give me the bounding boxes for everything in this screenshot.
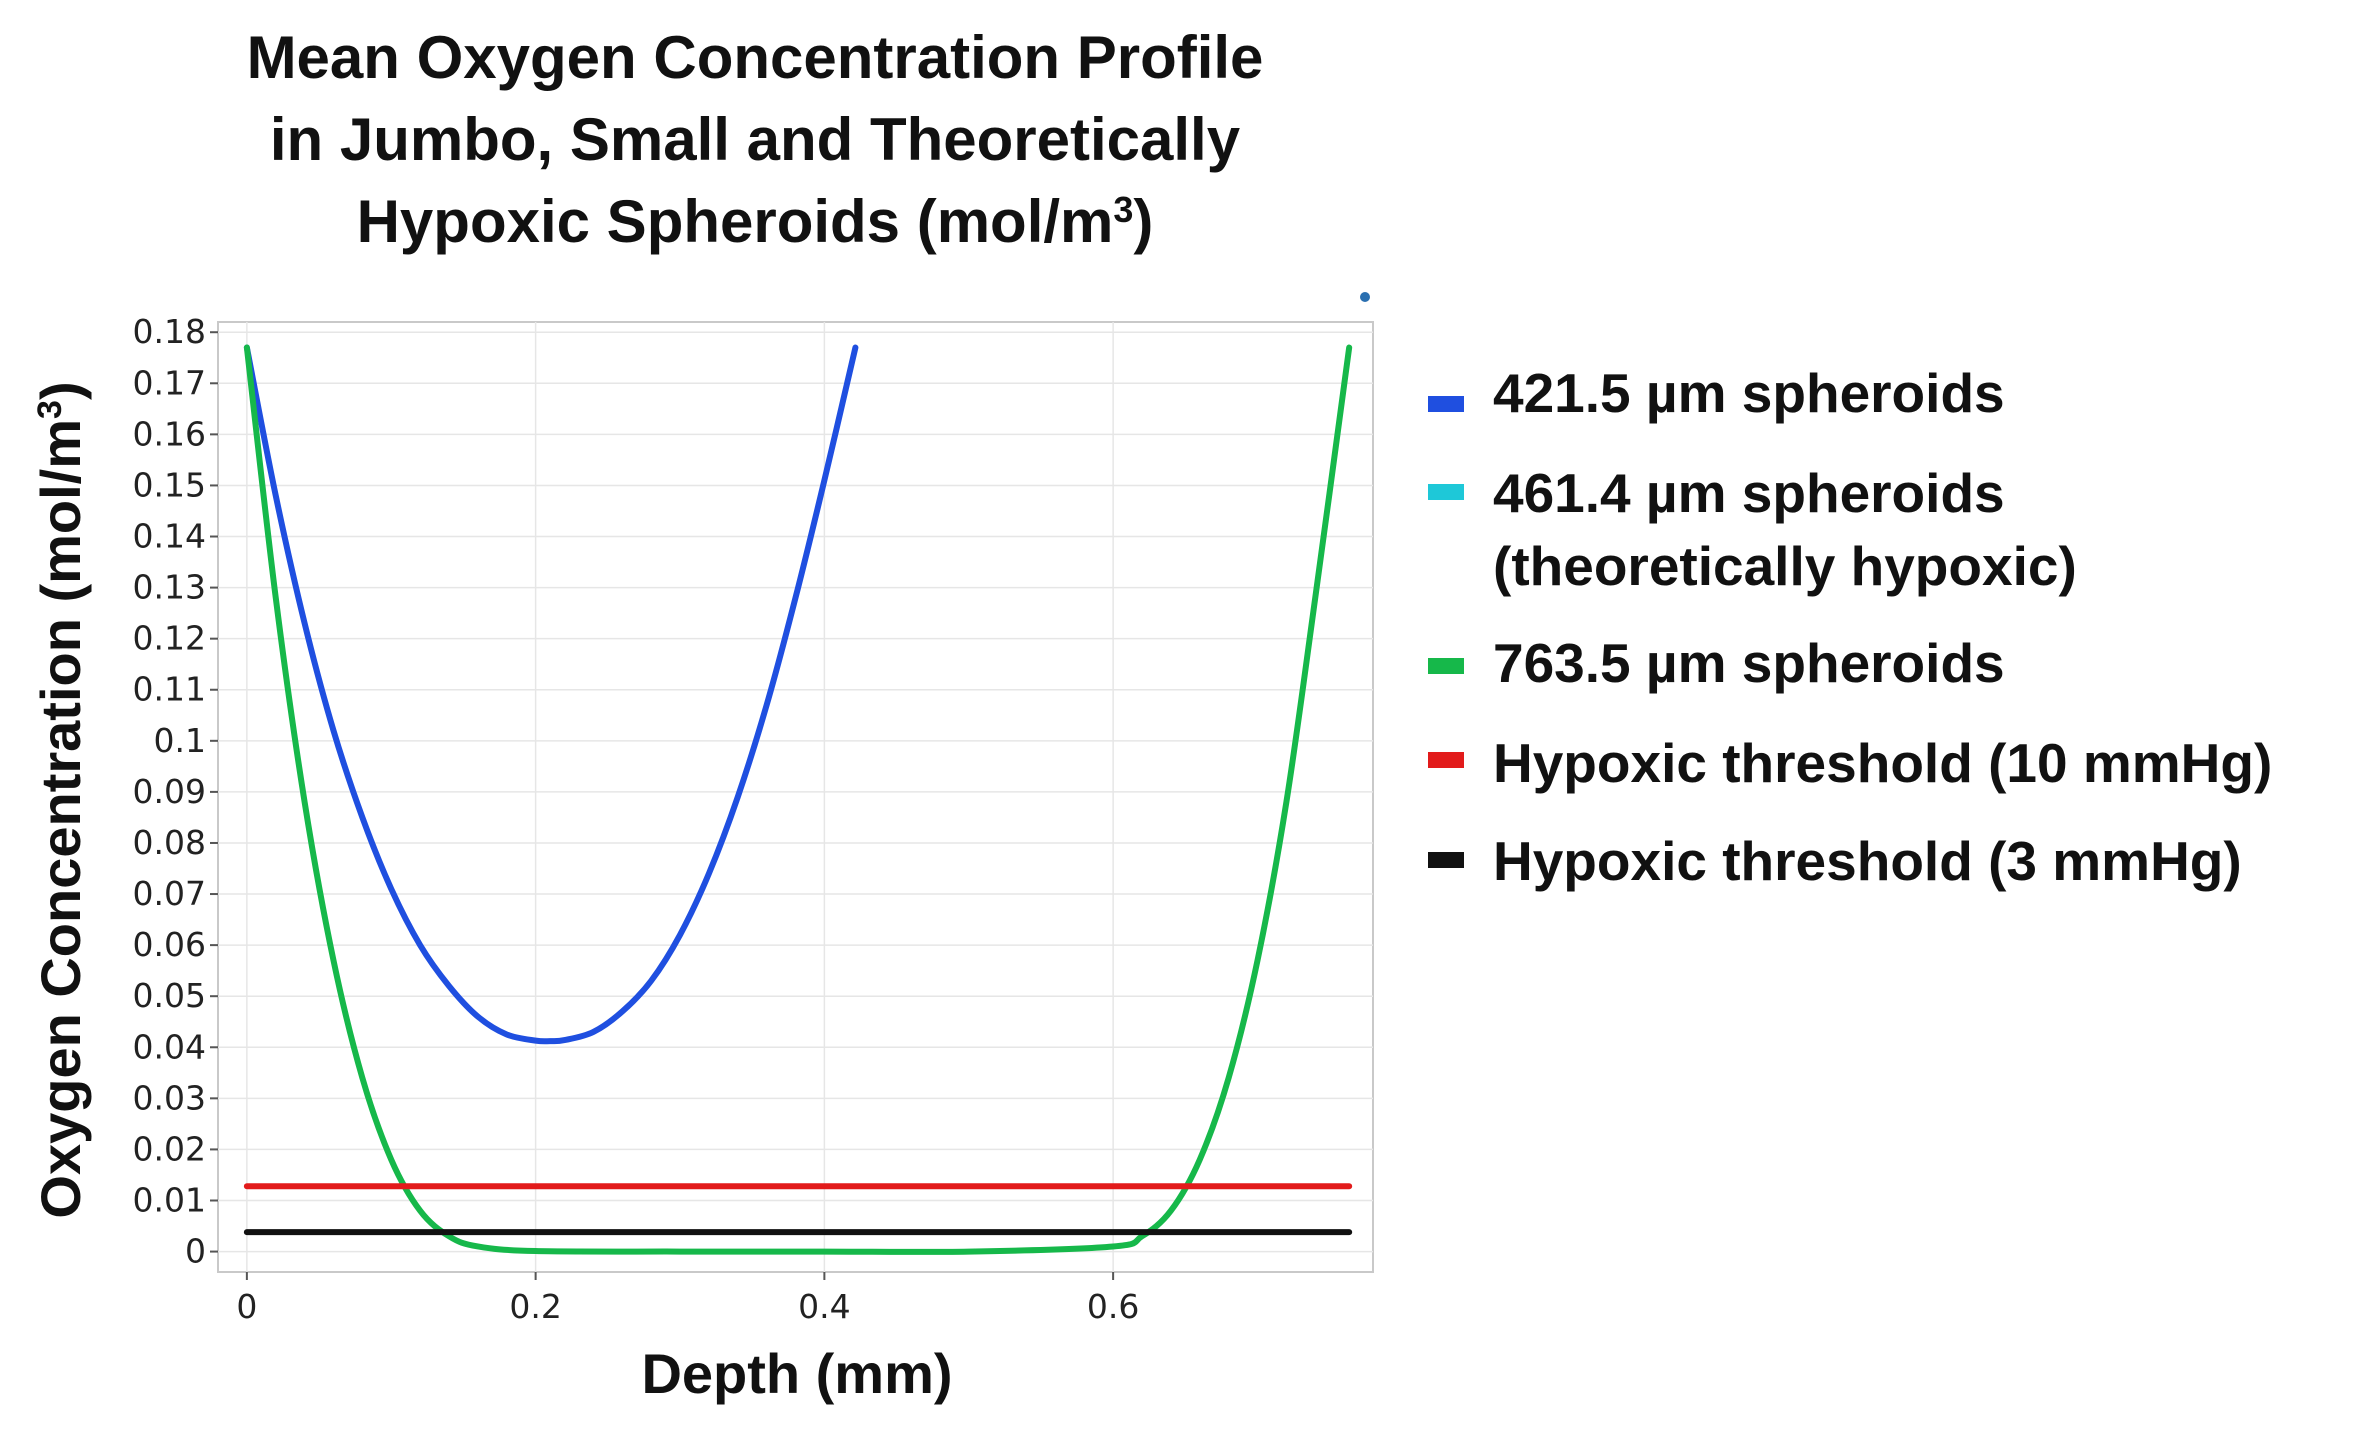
legend-swatch-421: [1428, 396, 1464, 412]
chart-title-line-3: Hypoxic Spheroids (mol/m3): [357, 188, 1154, 255]
y-tick-label: 0.11: [133, 670, 206, 709]
y-tick-label: 0.08: [133, 823, 206, 862]
x-tick-label: 0.6: [1087, 1287, 1139, 1326]
plot-area: [217, 321, 1374, 1273]
y-axis-title: Oxygen Concentration (mol/m3): [29, 381, 92, 1218]
legend-label-461: 461.4 µm spheroids: [1493, 462, 2005, 524]
legend-swatch-3mmhg: [1428, 852, 1464, 868]
series-layer: [243, 344, 1353, 1255]
legend: 421.5 µm spheroids 461.4 µm spheroids (t…: [1428, 362, 2272, 892]
chart-title-line-3-end: ): [1133, 188, 1153, 255]
y-tick-label: 0.13: [133, 568, 206, 607]
chart-title-line-2: in Jumbo, Small and Theoretically: [270, 106, 1241, 173]
chart-title-line-3-text: Hypoxic Spheroids (mol/m: [357, 188, 1114, 255]
y-tick-label: 0.09: [133, 772, 206, 811]
legend-label-10mmhg: Hypoxic threshold (10 mmHg): [1493, 732, 2272, 794]
y-tick-label: 0.17: [133, 363, 206, 402]
x-tick-label: 0: [236, 1287, 257, 1326]
y-tick-label: 0.14: [133, 517, 206, 556]
x-axis-ticks: 0 0.2 0.4 0.6: [236, 1272, 1139, 1326]
y-tick-label: 0.04: [133, 1027, 206, 1066]
y-tick-label: 0.01: [133, 1180, 206, 1219]
legend-swatch-10mmhg: [1428, 752, 1464, 768]
y-tick-label: 0.02: [133, 1129, 206, 1168]
y-tick-label: 0.12: [133, 619, 206, 658]
y-tick-label: 0.06: [133, 925, 206, 964]
legend-swatch-461: [1428, 484, 1464, 500]
y-axis-ticks: 0 0.01 0.02 0.03 0.04 0.05 0.06 0.07 0.08 0.09 0.1…: [133, 312, 218, 1271]
y-tick-label: 0.03: [133, 1078, 206, 1117]
legend-label-763: 763.5 µm spheroids: [1493, 632, 2005, 694]
y-tick-label: 0.16: [133, 414, 206, 453]
y-axis-title-superscript: 3: [31, 400, 69, 419]
y-tick-label: 0.07: [133, 874, 206, 913]
y-axis-title-end: ): [29, 381, 92, 400]
plot-corner-marker: [1360, 292, 1370, 302]
legend-label-461-line2: (theoretically hypoxic): [1493, 535, 2077, 597]
y-tick-label: 0.1: [154, 721, 206, 760]
chart-title-superscript: 3: [1113, 189, 1133, 230]
y-tick-label: 0.15: [133, 465, 206, 504]
y-tick-label: 0.05: [133, 976, 206, 1015]
legend-label-421: 421.5 µm spheroids: [1493, 362, 2005, 424]
legend-swatch-763: [1428, 658, 1464, 674]
x-tick-label: 0.4: [798, 1287, 850, 1326]
y-tick-label: 0.18: [133, 312, 206, 351]
series-763-line: [243, 344, 1353, 1255]
y-axis-title-text: Oxygen Concentration (mol/m: [29, 419, 92, 1219]
x-tick-label: 0.2: [509, 1287, 561, 1326]
x-axis-title: Depth (mm): [641, 1342, 952, 1405]
series-421-line: [243, 344, 859, 1045]
y-tick-label: 0: [185, 1232, 206, 1271]
chart-title: Mean Oxygen Concentration Profile in Jum…: [247, 24, 1264, 255]
chart-title-line-1: Mean Oxygen Concentration Profile: [247, 24, 1264, 91]
legend-label-3mmhg: Hypoxic threshold (3 mmHg): [1493, 830, 2242, 892]
